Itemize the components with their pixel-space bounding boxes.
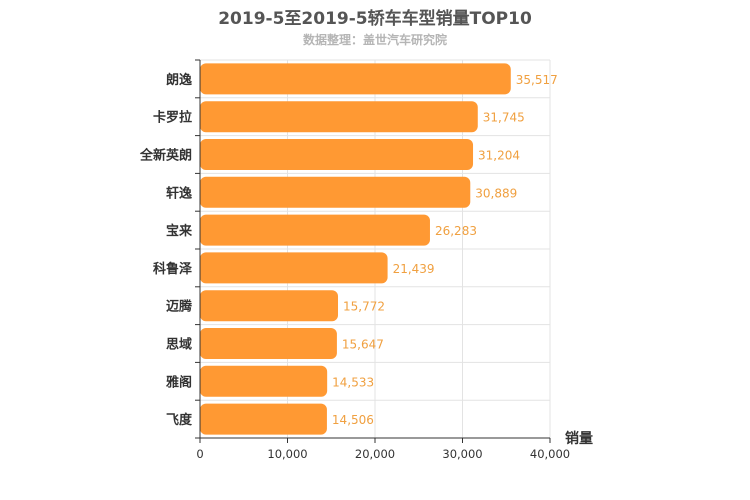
x-axis-title: 销量 xyxy=(565,430,593,447)
category-label: 朗逸 xyxy=(166,72,192,88)
bar xyxy=(200,176,471,208)
x-tick-label: 40,000 xyxy=(530,447,570,461)
data-label: 31,745 xyxy=(483,111,525,125)
category-label: 轩逸 xyxy=(166,185,192,201)
x-tick-label: 10,000 xyxy=(267,447,307,461)
data-label: 26,283 xyxy=(435,224,477,238)
chart-title: 2019-5至2019-5轿车车型销量TOP10 xyxy=(218,9,532,29)
category-label: 科鲁泽 xyxy=(153,261,193,277)
bar xyxy=(200,365,328,397)
bar xyxy=(200,403,327,435)
category-label: 飞度 xyxy=(166,412,193,428)
data-label: 15,772 xyxy=(343,300,385,314)
data-label: 14,533 xyxy=(332,375,374,389)
bar xyxy=(200,328,337,359)
data-label: 14,506 xyxy=(332,413,374,427)
bar xyxy=(200,290,339,322)
bar xyxy=(200,63,511,95)
category-label: 思域 xyxy=(166,337,192,353)
category-label: 全新英朗 xyxy=(139,148,192,164)
data-label: 35,517 xyxy=(516,73,558,87)
bar xyxy=(200,252,388,284)
data-label: 21,439 xyxy=(393,262,435,276)
data-label: 31,204 xyxy=(478,149,520,163)
category-label: 卡罗拉 xyxy=(153,110,192,126)
category-label: 宝来 xyxy=(166,223,193,239)
bar xyxy=(200,139,474,170)
category-label: 迈腾 xyxy=(166,299,193,315)
bar xyxy=(200,214,430,246)
x-tick-label: 20,000 xyxy=(355,447,395,461)
x-tick-label: 0 xyxy=(196,447,203,461)
category-label: 雅阁 xyxy=(166,374,192,390)
x-tick-label: 30,000 xyxy=(442,447,482,461)
data-label: 30,889 xyxy=(475,186,517,200)
bar xyxy=(200,101,478,133)
data-label: 15,647 xyxy=(342,338,384,352)
chart-subtitle: 数据整理：盖世汽车研究院 xyxy=(302,33,447,47)
